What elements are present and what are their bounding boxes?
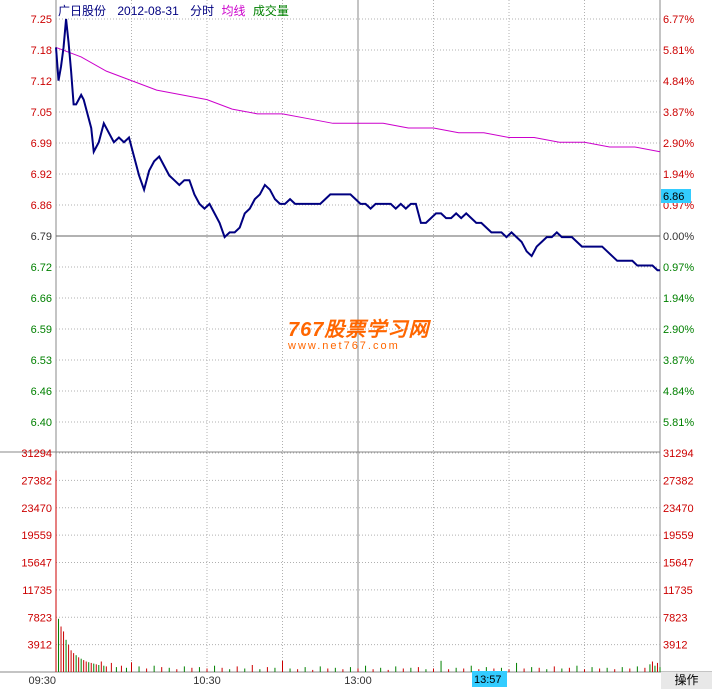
volume-axis-right: 31294 27382 23470 19559 15647 11735 7823 3912	[663, 448, 694, 652]
volume-tick-label: 31294	[663, 448, 694, 460]
price-tick-label: 7.18	[31, 45, 52, 57]
volume-tick-label: 31294	[21, 448, 52, 460]
watermark: 767股票学习网 www.net767.com	[288, 313, 429, 352]
percent-tick-label: 1.94%	[663, 169, 694, 181]
percent-tick-label: 5.81%	[663, 417, 694, 429]
volume-tick-label: 23470	[663, 503, 694, 515]
operate-button[interactable]: 操作	[661, 672, 712, 689]
volume-tick-label: 19559	[663, 530, 694, 542]
volume-legend: 成交量	[252, 4, 289, 18]
avg-line-legend: 均线	[221, 4, 246, 18]
volume-tick-label: 23470	[21, 503, 52, 515]
cursor-time-label: 13:57	[474, 674, 502, 686]
watermark-url: www.net767.com	[288, 340, 400, 352]
volume-tick-label: 7823	[28, 612, 52, 624]
volume-tick-label: 15647	[21, 558, 52, 570]
chart-grid	[0, 0, 712, 673]
price-tick-label: 6.79	[31, 231, 52, 243]
volume-tick-label: 3912	[28, 640, 52, 652]
percent-tick-label: 1.94%	[663, 293, 694, 305]
volume-axis-left: 31294 27382 23470 19559 15647 11735 7823 3912	[21, 448, 52, 652]
time-axis: 09:30 10:30 13:00	[28, 675, 371, 687]
cursor-price-box	[661, 189, 691, 203]
volume-tick-label: 15647	[663, 558, 694, 570]
volume-tick-label: 7823	[663, 612, 687, 624]
volume-tick-label: 27382	[21, 475, 52, 487]
stock-name: 广日股份	[58, 4, 107, 18]
avg-price-line	[55, 46, 661, 153]
percent-tick-label: 0.00%	[663, 231, 694, 243]
time-tick-label: 09:30	[28, 675, 56, 687]
cursor-time-box	[472, 671, 507, 687]
volume-tick-label: 3912	[663, 640, 687, 652]
percent-axis-right: 6.77% 5.81% 4.84% 3.87% 2.90% 1.94% 0.97% 0.00%…	[663, 14, 694, 429]
volume-tick-label: 11735	[663, 585, 693, 597]
chart-mode[interactable]: 分时	[190, 4, 215, 18]
price-tick-label: 6.59	[31, 324, 52, 336]
price-tick-label: 6.86	[31, 200, 52, 212]
volume-tick-label: 19559	[21, 530, 52, 542]
chart-header: 广日股份 2012-08-31 分时 均线 成交量	[58, 2, 297, 19]
watermark-title: 767股票学习网	[288, 319, 430, 341]
percent-tick-label: 2.90%	[663, 324, 694, 336]
price-tick-label: 6.46	[31, 386, 52, 398]
chart-date: 2012-08-31	[117, 4, 179, 18]
price-tick-label: 6.66	[31, 293, 52, 305]
percent-tick-label: 4.84%	[663, 76, 694, 88]
percent-tick-label: 0.97%	[663, 262, 694, 274]
time-tick-label: 10:30	[193, 675, 221, 687]
price-tick-label: 6.92	[31, 169, 52, 181]
percent-tick-label: 2.90%	[663, 138, 694, 150]
volume-tick-label: 27382	[663, 475, 694, 487]
price-axis-left: 7.25 7.18 7.12 7.05 6.99 6.92 6.86 6.79 6.72 6.66…	[31, 14, 52, 429]
price-tick-label: 6.72	[31, 262, 52, 274]
percent-tick-label: 4.84%	[663, 386, 694, 398]
volume-tick-label: 11735	[22, 585, 52, 597]
cursor-price-label: 6.86	[663, 191, 684, 203]
percent-tick-label: 6.77%	[663, 14, 694, 26]
price-line	[55, 18, 660, 272]
price-tick-label: 6.40	[31, 417, 52, 429]
time-tick-label: 13:00	[344, 675, 372, 687]
price-tick-label: 7.12	[31, 76, 52, 88]
percent-tick-label: 3.87%	[663, 355, 694, 367]
percent-tick-label: 5.81%	[663, 45, 694, 57]
price-tick-label: 6.53	[31, 355, 52, 367]
volume-bars	[55, 470, 661, 672]
price-tick-label: 6.99	[31, 138, 52, 150]
price-tick-label: 7.05	[31, 107, 52, 119]
price-tick-label: 7.25	[31, 14, 52, 26]
cursor: 6.86 13:57	[472, 189, 691, 687]
percent-tick-label: 3.87%	[663, 107, 694, 119]
